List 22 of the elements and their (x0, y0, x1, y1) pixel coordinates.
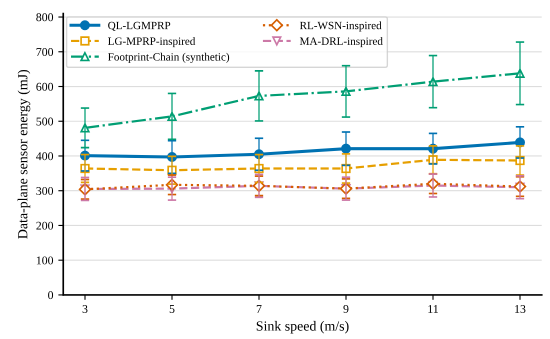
y-tick-label: 100 (36, 256, 54, 264)
x-tick-label: 7 (256, 305, 262, 313)
legend-label: MA-DRL-inspired (300, 37, 383, 48)
x-tick-label: 13 (515, 305, 526, 313)
x-tick-label: 3 (82, 305, 88, 313)
x-tick-label: 11 (428, 305, 438, 313)
y-tick-label: 700 (36, 48, 54, 56)
y-tick-label: 0 (48, 291, 54, 300)
legend-label: QL-LGMPRP (108, 22, 170, 31)
legend-label: RL-WSN-inspired (300, 21, 382, 32)
y-tick-label: 400 (36, 152, 54, 160)
y-tick-label: 500 (36, 117, 54, 126)
legend-label: Footprint-Chain (synthetic) (108, 52, 230, 63)
y-tick-label: 600 (36, 82, 54, 91)
x-axis-title: Sink speed (m/s) (256, 320, 349, 334)
y-tick-label: 300 (36, 186, 54, 195)
legend-label: LG-MPRP-inspired (108, 37, 196, 48)
x-tick-label: 5 (170, 305, 174, 313)
y-axis-title: Data-plane sensor energy (mJ) (18, 70, 30, 239)
x-tick-label: 9 (343, 305, 348, 313)
y-tick-label: 800 (36, 13, 54, 22)
y-tick-label: 200 (36, 222, 54, 230)
